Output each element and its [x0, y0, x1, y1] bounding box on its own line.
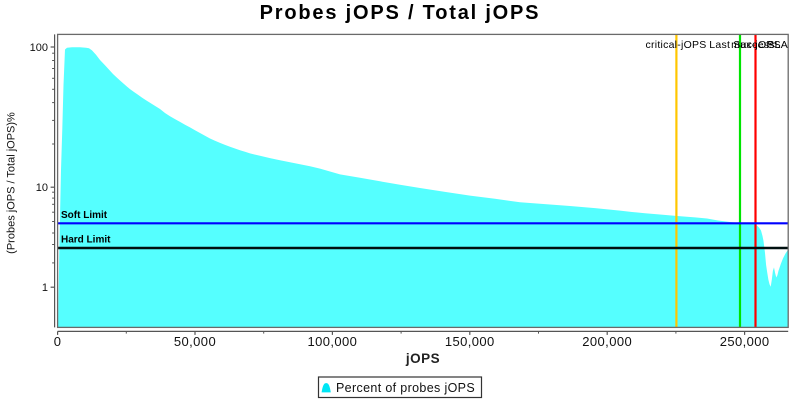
svg-text:Hard Limit: Hard Limit — [61, 234, 111, 245]
svg-text:0: 0 — [54, 334, 62, 349]
svg-text:critical-jOPS: critical-jOPS — [645, 39, 706, 51]
svg-text:100: 100 — [30, 42, 48, 54]
svg-text:100,000: 100,000 — [308, 334, 358, 349]
svg-text:250,000: 250,000 — [720, 334, 770, 349]
svg-text:Soft Limit: Soft Limit — [61, 210, 108, 221]
svg-text:Last Success: Last Success — [709, 39, 774, 51]
svg-text:SLA: SLA — [767, 39, 788, 51]
svg-text:Probes jOPS / Total jOPS: Probes jOPS / Total jOPS — [260, 2, 541, 24]
svg-text:50,000: 50,000 — [174, 334, 216, 349]
svg-text:jOPS: jOPS — [405, 351, 440, 366]
svg-text:1: 1 — [42, 282, 48, 294]
svg-text:(Probes jOPS / Total jOPS)%: (Probes jOPS / Total jOPS)% — [6, 112, 18, 254]
svg-text:150,000: 150,000 — [445, 334, 495, 349]
svg-text:200,000: 200,000 — [582, 334, 632, 349]
svg-text:Percent of probes jOPS: Percent of probes jOPS — [336, 381, 475, 395]
svg-text:max-jOPS: max-jOPS — [731, 39, 781, 51]
svg-text:10: 10 — [36, 182, 48, 194]
